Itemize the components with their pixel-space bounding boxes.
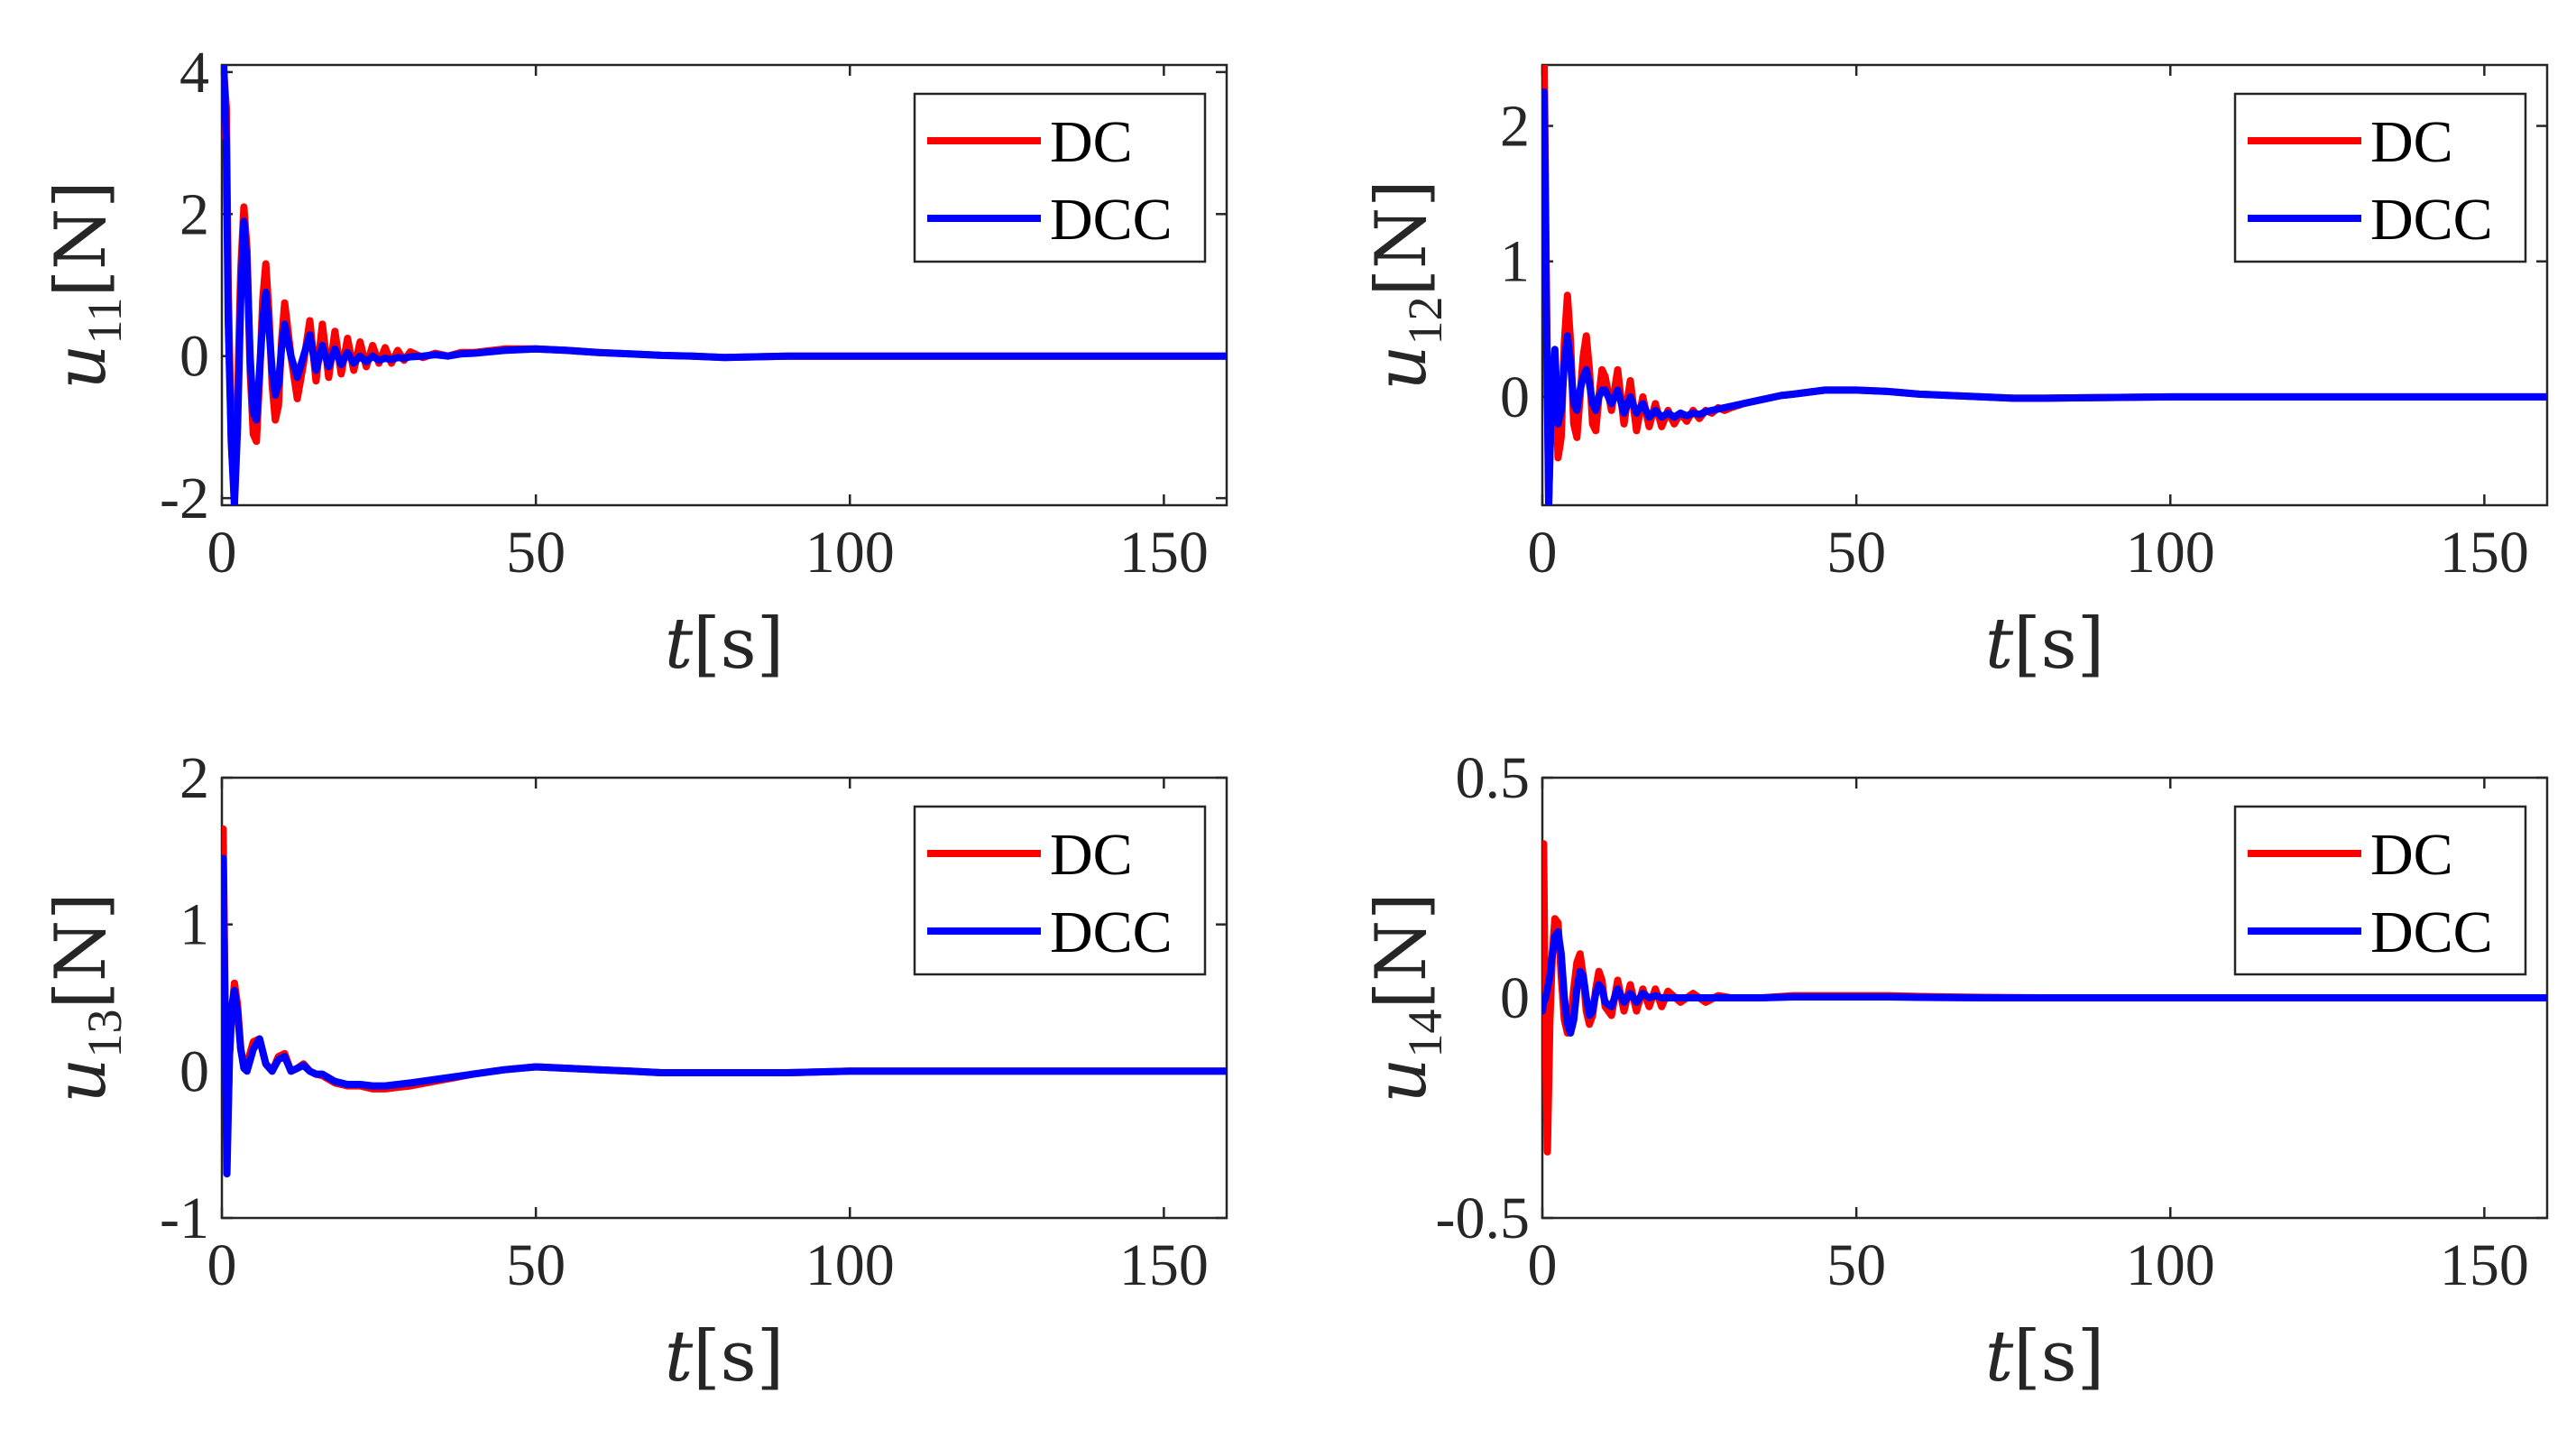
legend-box [2233, 92, 2527, 263]
x-tick-label: 0 [1528, 520, 1558, 586]
y-tick-label: 0 [1500, 364, 1530, 430]
x-tick-label: 100 [2126, 1232, 2215, 1298]
y-tick-label: 0 [179, 324, 209, 390]
y-axis-label-subscript: 14 [1398, 1009, 1452, 1057]
y-axis-label-unit: [N] [41, 180, 122, 297]
x-axis-label: t[s] [1985, 1316, 2104, 1397]
y-axis-label: u12[N] [1361, 180, 1452, 390]
x-tick-label: 100 [2126, 520, 2215, 586]
legend-label: DCC [1050, 899, 1173, 965]
plot-area [222, 825, 1227, 1178]
legend-label: DC [1050, 822, 1133, 888]
x-tick-label: 0 [207, 1232, 237, 1298]
y-axis-label-unit: [N] [41, 892, 122, 1009]
x-axis-label-unit: [s] [693, 1316, 784, 1397]
y-axis-label: u14[N] [1361, 892, 1452, 1102]
legend-label: DC [1050, 109, 1133, 175]
y-axis-label-subscript: 11 [78, 297, 132, 344]
y-axis-label-var: u [1361, 1057, 1442, 1102]
legend-label: DC [2370, 822, 2453, 888]
legend-label: DCC [2370, 899, 2493, 965]
legend-box [913, 805, 1207, 976]
y-axis-label-var: u [41, 1057, 122, 1102]
y-tick-label: -2 [160, 466, 209, 531]
x-axis-label-var: t [665, 604, 694, 685]
legend-label: DCC [2370, 187, 2493, 253]
x-tick-label: 150 [1119, 1232, 1209, 1298]
y-axis-label-var: u [1361, 345, 1442, 390]
x-axis-label-unit: [s] [2013, 604, 2104, 685]
y-tick-label: 2 [179, 181, 209, 247]
y-tick-label: 0 [179, 1038, 209, 1104]
x-axis-label-var: t [1985, 604, 2014, 685]
x-tick-label: 50 [1826, 520, 1886, 586]
y-tick-label: 0 [1500, 965, 1530, 1031]
x-tick-label: 0 [1528, 1232, 1558, 1298]
plot-area [1542, 840, 2547, 1156]
x-tick-label: 150 [2440, 520, 2529, 586]
x-tick-label: 100 [805, 520, 895, 586]
series-line-dcc [1542, 88, 2547, 505]
y-tick-label: -1 [160, 1185, 209, 1251]
x-tick-label: 150 [1119, 520, 1209, 586]
x-axis-label-var: t [1985, 1316, 2014, 1397]
x-axis-label: t[s] [1985, 604, 2104, 685]
legend-label: DCC [1050, 187, 1173, 253]
plot-area [222, 65, 1227, 505]
y-axis-label-unit: [N] [1361, 180, 1442, 296]
x-tick-label: 100 [805, 1232, 895, 1298]
series-line-dcc [222, 854, 1227, 1178]
plot-area [1542, 65, 2547, 505]
y-tick-label: 2 [179, 745, 209, 811]
x-tick-label: 50 [506, 520, 566, 586]
y-tick-label: 2 [1500, 94, 1530, 160]
y-tick-label: 1 [1500, 229, 1530, 295]
y-axis-label: u11[N] [41, 180, 132, 389]
legend-label: DC [2370, 109, 2453, 175]
x-tick-label: 50 [1826, 1232, 1886, 1298]
y-tick-label: 1 [179, 892, 209, 958]
y-axis-label-unit: [N] [1361, 892, 1442, 1009]
y-tick-label: 4 [179, 40, 209, 106]
x-axis-label-var: t [665, 1316, 694, 1397]
x-tick-label: 0 [207, 520, 237, 586]
x-axis-label-unit: [s] [693, 604, 784, 685]
y-axis-label-var: u [41, 344, 122, 389]
x-tick-label: 150 [2440, 1232, 2529, 1298]
legend-box [913, 92, 1207, 263]
series-line-dcc [1542, 927, 2547, 1037]
x-axis-label: t[s] [665, 1316, 784, 1397]
x-axis-label-unit: [s] [2013, 1316, 2104, 1397]
legend-box [2233, 805, 2527, 976]
y-axis-label-subscript: 12 [1398, 296, 1452, 345]
x-tick-label: 50 [506, 1232, 566, 1298]
series-line-dcc [222, 65, 1227, 505]
y-tick-label: 0.5 [1456, 745, 1531, 811]
x-axis-label: t[s] [665, 604, 784, 685]
y-tick-label: -0.5 [1436, 1185, 1530, 1251]
y-axis-label-subscript: 13 [78, 1009, 132, 1057]
y-axis-label: u13[N] [41, 892, 132, 1102]
